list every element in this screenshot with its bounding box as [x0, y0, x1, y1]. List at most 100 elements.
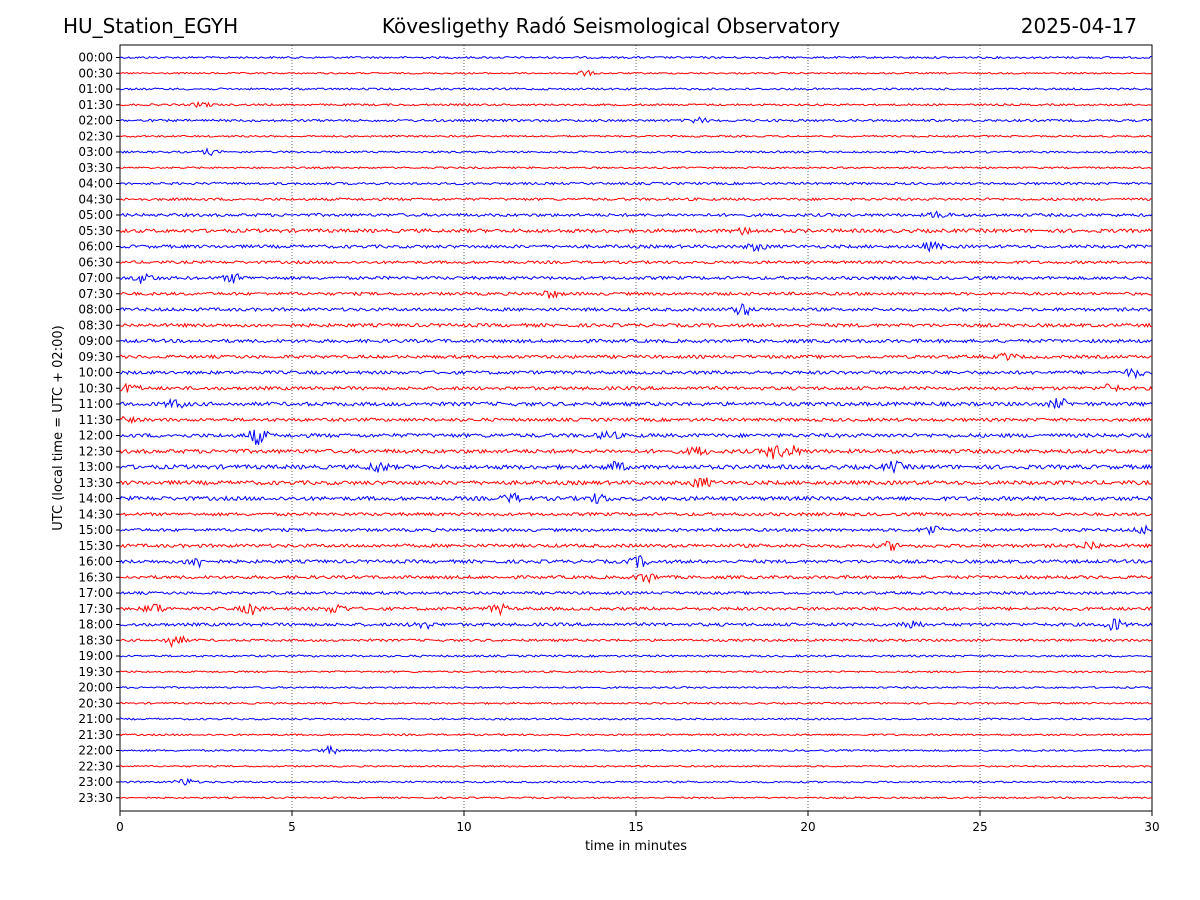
trace-0400	[119, 181, 1153, 186]
trace-1500	[119, 524, 1153, 536]
row-time-label: 03:00	[78, 145, 113, 159]
row-time-label: 10:00	[78, 366, 113, 380]
row-time-label: 13:00	[78, 460, 113, 474]
trace-2300	[119, 777, 1153, 786]
station-name: HU_Station_EGYH	[63, 14, 239, 38]
trace-0330	[119, 166, 1153, 170]
row-time-label: 14:30	[78, 507, 113, 521]
row-time-label: 14:00	[78, 492, 113, 506]
trace-0430	[119, 197, 1153, 202]
trace-0530	[119, 226, 1153, 236]
row-time-label: 09:30	[78, 350, 113, 364]
trace-0000	[119, 55, 1153, 60]
x-tick-label: 5	[288, 820, 296, 834]
row-time-label: 18:00	[78, 618, 113, 632]
trace-0930	[119, 352, 1153, 361]
trace-2330	[119, 796, 1153, 800]
row-time-label: 13:30	[78, 476, 113, 490]
trace-1630	[119, 573, 1153, 585]
trace-1400	[119, 492, 1153, 504]
record-date: 2025-04-17	[1020, 14, 1137, 38]
row-time-label: 07:00	[78, 271, 113, 285]
row-time-label: 10:30	[78, 381, 113, 395]
trace-1700	[119, 590, 1153, 596]
trace-2130	[119, 733, 1153, 737]
trace-0800	[119, 303, 1153, 317]
row-time-label: 15:30	[78, 539, 113, 553]
row-time-label: 02:30	[78, 129, 113, 143]
vertical-gridlines	[291, 45, 981, 811]
trace-2000	[119, 685, 1153, 690]
row-time-label: 21:00	[78, 712, 113, 726]
row-time-label: 21:30	[78, 728, 113, 742]
row-time-label: 19:30	[78, 665, 113, 679]
row-time-label: 23:00	[78, 775, 113, 789]
trace-1800	[119, 618, 1153, 632]
row-time-label: 11:30	[78, 413, 113, 427]
row-time-label: 06:30	[78, 255, 113, 269]
row-time-label: 01:30	[78, 98, 113, 112]
trace-1930	[119, 670, 1153, 674]
x-tick-label: 15	[628, 820, 643, 834]
row-time-label: 17:30	[78, 602, 113, 616]
trace-2230	[119, 764, 1153, 768]
row-time-label: 02:00	[78, 114, 113, 128]
trace-1900	[119, 654, 1153, 658]
row-time-label: 22:00	[78, 744, 113, 758]
row-time-label: 00:30	[78, 66, 113, 80]
row-time-label: 06:00	[78, 240, 113, 254]
row-time-label: 22:30	[78, 759, 113, 773]
trace-group	[119, 55, 1153, 800]
row-time-label: 17:00	[78, 586, 113, 600]
row-time-label: 16:30	[78, 570, 113, 584]
trace-0630	[119, 259, 1153, 265]
row-time-label: 05:30	[78, 224, 113, 238]
trace-0300	[119, 147, 1153, 157]
trace-1730	[119, 602, 1153, 617]
x-tick-label: 20	[800, 820, 815, 834]
trace-0130	[119, 100, 1153, 109]
x-tick-label: 0	[116, 820, 124, 834]
trace-1300	[119, 460, 1153, 475]
trace-1600	[119, 554, 1153, 569]
x-tick-label: 25	[972, 820, 987, 834]
row-time-label: 23:30	[78, 791, 113, 805]
row-time-label: 19:00	[78, 649, 113, 663]
row-time-label: 00:00	[78, 51, 113, 65]
row-time-label: 04:30	[78, 192, 113, 206]
row-time-label: 12:30	[78, 444, 113, 458]
trace-1100	[119, 397, 1153, 409]
row-time-label: 11:00	[78, 397, 113, 411]
trace-2030	[119, 701, 1153, 705]
trace-1200	[119, 429, 1153, 445]
row-time-label: 16:00	[78, 555, 113, 569]
row-time-label: 04:00	[78, 177, 113, 191]
trace-1000	[119, 367, 1153, 380]
trace-0900	[119, 338, 1153, 344]
trace-1430	[119, 511, 1153, 518]
x-tick-label: 10	[456, 820, 471, 834]
trace-0230	[119, 134, 1153, 138]
trace-0100	[119, 87, 1153, 91]
row-time-label: 09:00	[78, 334, 113, 348]
row-time-label: 20:00	[78, 681, 113, 695]
row-time-label: 18:30	[78, 633, 113, 647]
x-tick-group: 0 5 10 15 20 25 30	[116, 811, 1160, 834]
row-time-label: 08:30	[78, 318, 113, 332]
trace-0730	[119, 290, 1153, 299]
trace-2200	[119, 744, 1153, 755]
trace-1230	[119, 445, 1153, 460]
trace-0030	[119, 69, 1153, 78]
row-time-label: 15:00	[78, 523, 113, 537]
trace-0200	[119, 116, 1153, 124]
trace-1830	[119, 635, 1153, 649]
trace-2100	[119, 717, 1153, 721]
x-axis-label: time in minutes	[585, 839, 687, 854]
row-time-label: 12:00	[78, 429, 113, 443]
row-time-label: 01:00	[78, 82, 113, 96]
row-time-label: 08:00	[78, 303, 113, 317]
trace-0700	[119, 273, 1153, 284]
trace-0830	[119, 322, 1153, 329]
